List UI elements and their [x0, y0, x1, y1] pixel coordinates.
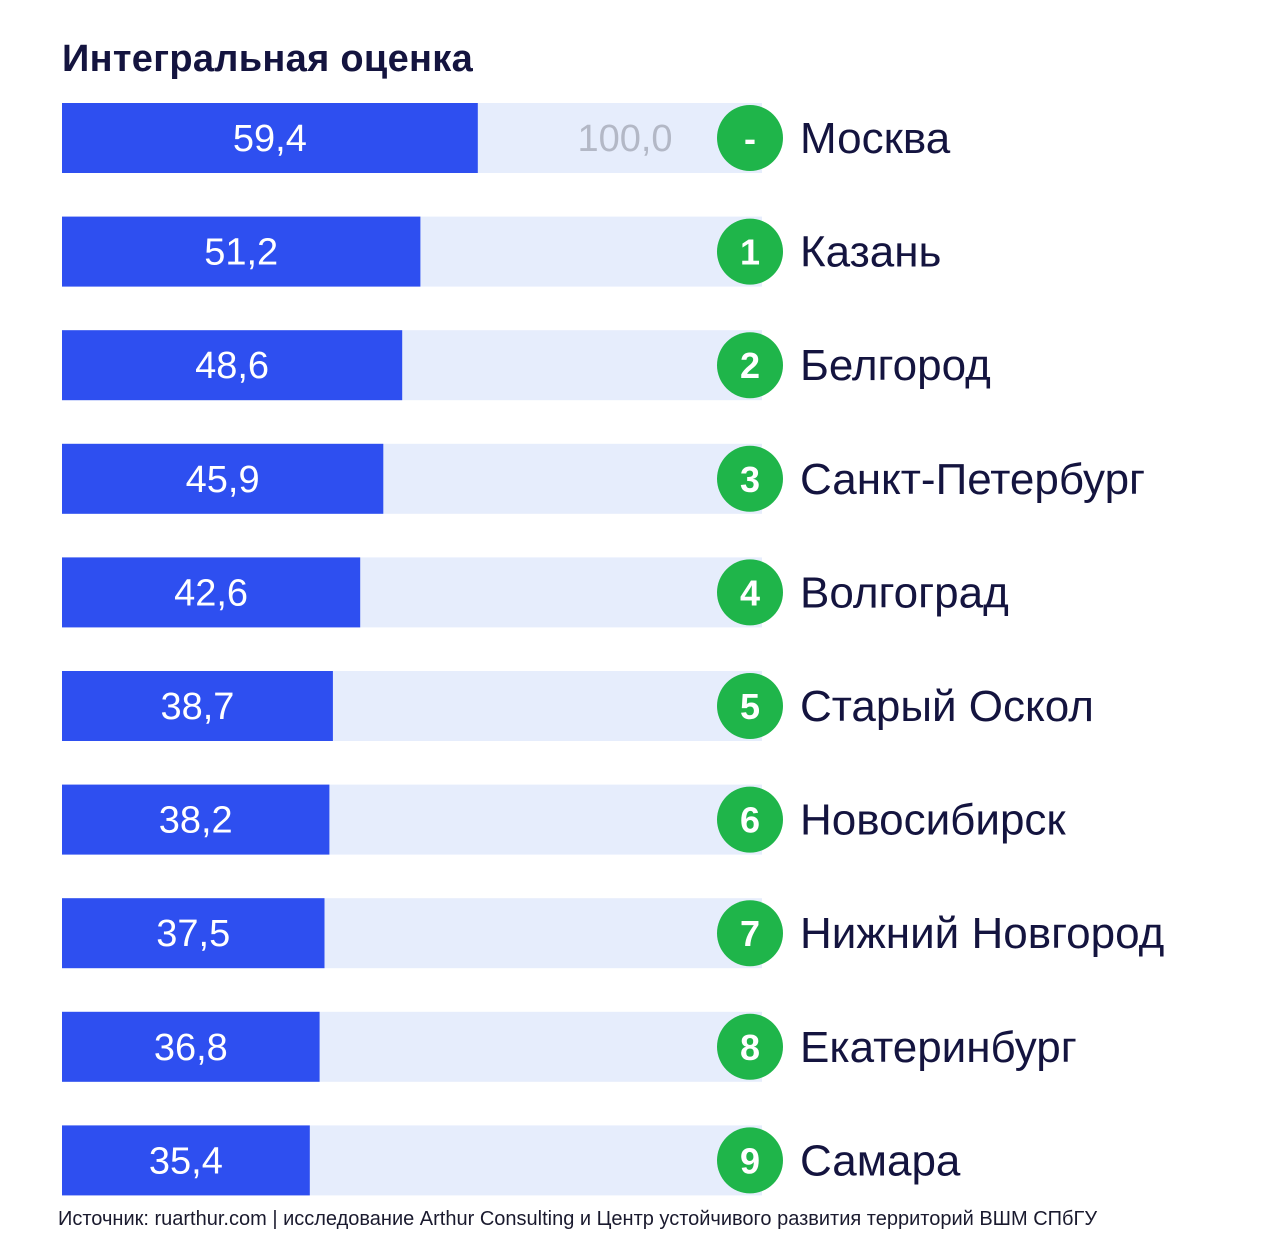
rank-badge — [717, 786, 783, 853]
rank-label: 9 — [740, 1140, 760, 1181]
bar — [62, 898, 325, 969]
bar — [62, 1011, 320, 1082]
bar-value-label: 38,2 — [159, 800, 233, 842]
city-label: Москва — [800, 114, 951, 163]
city-label: Старый Оскол — [800, 682, 1094, 731]
chart-title: Интегральная оценка — [62, 38, 474, 80]
bar — [62, 103, 478, 173]
rank-label: - — [744, 118, 756, 159]
bar-chart: 59,4 100,0 - Москва 51,2 1 Казань 48,6 2 Белгород… — [62, 103, 1164, 1196]
rank-label: 1 — [740, 232, 760, 273]
city-label: Волгоград — [800, 568, 1009, 617]
bar-value-label: 37,5 — [156, 913, 230, 955]
rank-label: 8 — [740, 1027, 760, 1068]
city-label: Екатеринбург — [800, 1023, 1077, 1072]
city-label: Белгород — [800, 341, 991, 390]
source-note: Источник: ruarthur.com | исследование Ar… — [58, 1208, 1098, 1230]
rank-badge — [717, 332, 783, 399]
city-label: Новосибирск — [800, 796, 1066, 845]
max-value-label: 100,0 — [577, 118, 672, 160]
bar-value-label: 38,7 — [160, 686, 234, 728]
bar — [62, 671, 333, 741]
city-label: Казань — [800, 228, 941, 277]
rank-badge — [717, 559, 783, 626]
rank-label: 6 — [740, 800, 760, 841]
bar-value-label: 48,6 — [195, 345, 269, 387]
bar — [62, 216, 421, 287]
rank-label: 7 — [740, 913, 760, 954]
bar — [62, 330, 403, 401]
city-label: Самара — [800, 1136, 961, 1185]
bar-value-label: 36,8 — [154, 1027, 228, 1069]
rank-badge — [717, 1013, 783, 1080]
rank-label: 5 — [740, 686, 760, 727]
bar-value-label: 59,4 — [233, 118, 307, 160]
rank-badge — [717, 673, 783, 739]
rank-label: 3 — [740, 459, 760, 500]
rank-label: 2 — [740, 345, 760, 386]
rank-badge — [717, 1127, 783, 1194]
rank-badge — [717, 445, 783, 512]
rank-badge — [717, 900, 783, 967]
bar — [62, 443, 384, 514]
bar — [62, 1125, 310, 1196]
city-label: Санкт-Петербург — [800, 455, 1145, 504]
rank-badge — [717, 105, 783, 171]
bar — [62, 557, 361, 628]
rank-label: 4 — [740, 572, 760, 613]
bar-value-label: 51,2 — [204, 232, 278, 274]
bar-value-label: 35,4 — [149, 1140, 223, 1182]
rank-badge — [717, 218, 783, 285]
bar-value-label: 45,9 — [186, 459, 260, 501]
bar — [62, 784, 330, 855]
bar-value-label: 42,6 — [174, 572, 248, 614]
city-label: Нижний Новгород — [800, 909, 1164, 958]
